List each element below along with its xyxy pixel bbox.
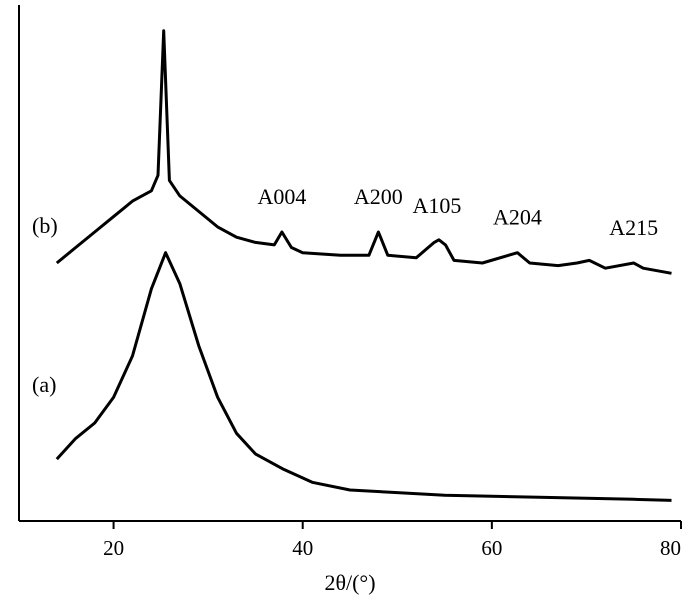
curve-b (55, 29, 672, 275)
x-tick-label-40: 40 (292, 536, 313, 560)
peak-label-a204: A204 (493, 205, 542, 230)
curve-a (55, 251, 672, 502)
series-label-b: (b) (32, 213, 58, 238)
series-label-a: (a) (32, 372, 56, 397)
x-axis-label: 2θ/(°) (324, 570, 375, 595)
x-tick-label-20: 20 (103, 536, 124, 560)
peak-label-a215: A215 (609, 215, 658, 240)
x-tick-label-80: 80 (660, 536, 681, 560)
peak-label-a004: A004 (257, 184, 306, 209)
peak-label-a105: A105 (413, 193, 462, 218)
x-tick-label-60: 60 (481, 536, 502, 560)
peak-label-a200: A200 (354, 184, 403, 209)
